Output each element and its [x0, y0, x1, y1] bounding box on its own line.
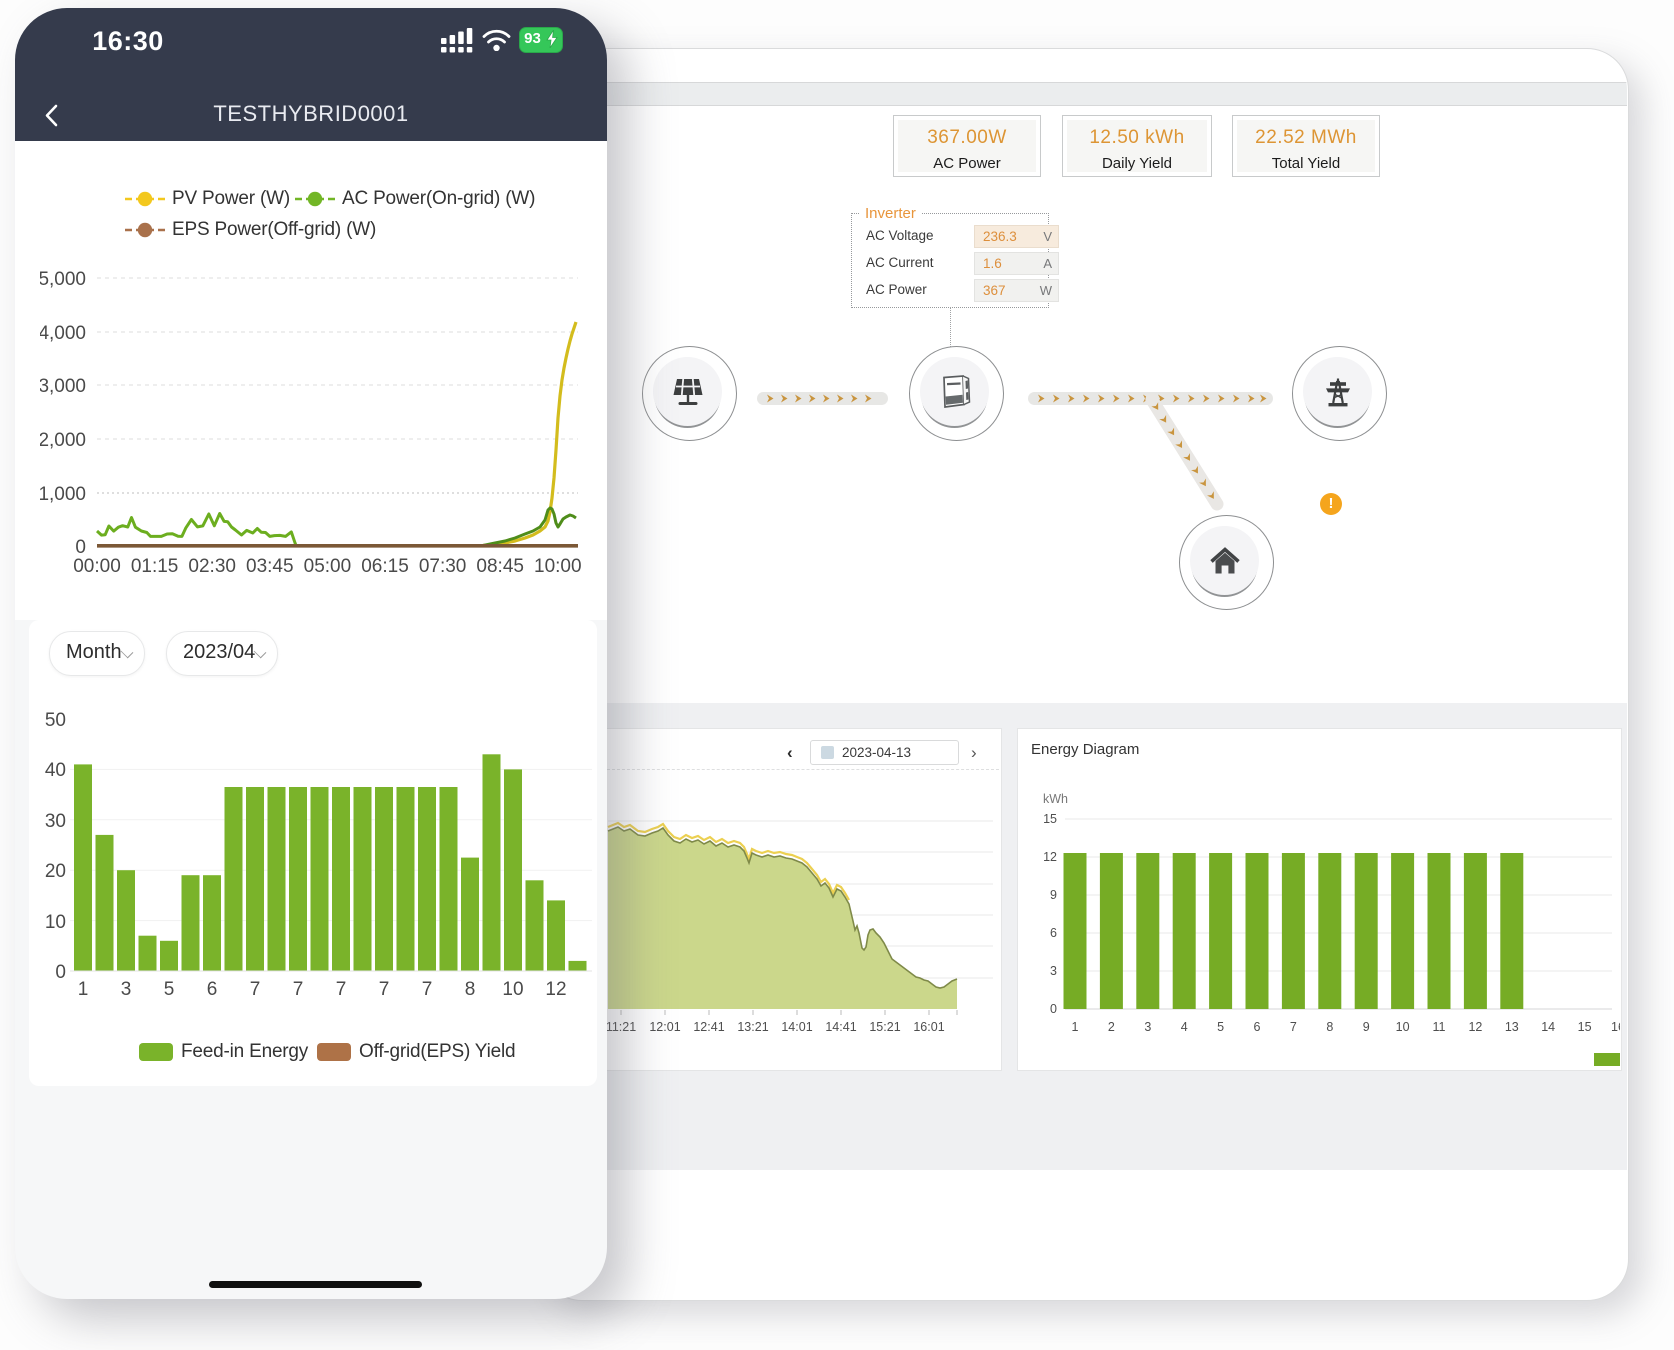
svg-text:15: 15: [1578, 1020, 1592, 1034]
svg-text:5: 5: [164, 979, 175, 1000]
svg-text:4,000: 4,000: [40, 323, 86, 344]
svg-text:6: 6: [1254, 1020, 1261, 1034]
svg-text:5,000: 5,000: [40, 269, 86, 290]
svg-text:16: 16: [1611, 1020, 1620, 1034]
svg-text:6: 6: [1050, 926, 1057, 940]
svg-text:12: 12: [1043, 850, 1057, 864]
svg-text:13:21: 13:21: [737, 1020, 768, 1034]
svg-text:07:30: 07:30: [419, 556, 467, 577]
svg-text:05:00: 05:00: [304, 556, 352, 577]
svg-text:10: 10: [502, 979, 523, 1000]
svg-text:00:00: 00:00: [73, 556, 121, 577]
svg-text:7: 7: [379, 979, 390, 1000]
svg-text:9: 9: [1050, 888, 1057, 902]
svg-text:03:45: 03:45: [246, 556, 294, 577]
svg-text:3,000: 3,000: [40, 376, 86, 397]
svg-text:15: 15: [1043, 812, 1057, 826]
svg-text:16:01: 16:01: [913, 1020, 944, 1034]
svg-text:50: 50: [45, 710, 66, 731]
svg-text:7: 7: [336, 979, 347, 1000]
svg-text:13: 13: [1505, 1020, 1519, 1034]
svg-text:7: 7: [422, 979, 433, 1000]
svg-text:7: 7: [250, 979, 261, 1000]
svg-text:40: 40: [45, 760, 66, 781]
svg-text:11:21: 11:21: [606, 1020, 636, 1034]
svg-text:30: 30: [45, 811, 66, 832]
svg-text:06:15: 06:15: [361, 556, 409, 577]
svg-text:15:21: 15:21: [869, 1020, 900, 1034]
svg-text:0: 0: [55, 962, 66, 983]
svg-text:5: 5: [1217, 1020, 1224, 1034]
svg-text:8: 8: [1326, 1020, 1333, 1034]
svg-text:0: 0: [75, 537, 86, 558]
svg-text:14:41: 14:41: [825, 1020, 856, 1034]
svg-text:10: 10: [1396, 1020, 1410, 1034]
svg-text:7: 7: [293, 979, 304, 1000]
svg-text:08:45: 08:45: [476, 556, 524, 577]
svg-text:6: 6: [207, 979, 218, 1000]
svg-text:2: 2: [1108, 1020, 1115, 1034]
svg-text:1: 1: [78, 979, 89, 1000]
svg-text:12: 12: [1468, 1020, 1482, 1034]
svg-text:3: 3: [1144, 1020, 1151, 1034]
svg-text:2,000: 2,000: [40, 430, 86, 451]
svg-text:01:15: 01:15: [131, 556, 179, 577]
svg-text:8: 8: [465, 979, 476, 1000]
svg-text:4: 4: [1181, 1020, 1188, 1034]
svg-text:0: 0: [1050, 1002, 1057, 1016]
svg-text:20: 20: [45, 861, 66, 882]
svg-text:3: 3: [1050, 964, 1057, 978]
svg-text:9: 9: [1363, 1020, 1370, 1034]
svg-text:7: 7: [1290, 1020, 1297, 1034]
svg-text:10:00: 10:00: [534, 556, 582, 577]
svg-text:14:01: 14:01: [781, 1020, 812, 1034]
svg-text:kWh: kWh: [1043, 792, 1068, 806]
svg-text:14: 14: [1541, 1020, 1555, 1034]
svg-text:10: 10: [45, 912, 66, 933]
svg-text:3: 3: [121, 979, 132, 1000]
svg-text:1,000: 1,000: [40, 484, 86, 505]
svg-text:12: 12: [545, 979, 566, 1000]
svg-text:11: 11: [1433, 1020, 1446, 1034]
svg-text:1: 1: [1072, 1020, 1079, 1034]
svg-text:12:01: 12:01: [649, 1020, 680, 1034]
svg-text:12:41: 12:41: [693, 1020, 724, 1034]
svg-text:02:30: 02:30: [188, 556, 236, 577]
